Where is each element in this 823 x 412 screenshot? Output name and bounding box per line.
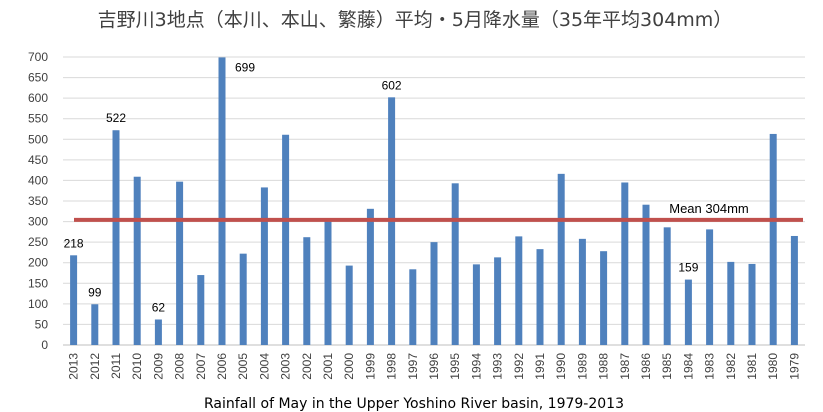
x-tick-label: 1998 (385, 353, 399, 380)
y-tick-label: 150 (28, 276, 48, 290)
bar-1993 (494, 257, 502, 345)
bar-1999 (366, 208, 374, 345)
y-tick-label: 300 (28, 215, 48, 229)
y-tick-label: 600 (28, 91, 48, 105)
x-tick-label: 1994 (469, 353, 483, 380)
bar-2001 (324, 221, 332, 345)
bar-2013 (70, 255, 78, 345)
bar-1996 (430, 242, 438, 345)
x-tick-label: 1984 (681, 353, 695, 380)
y-tick-label: 550 (28, 112, 48, 126)
bar-2007 (197, 275, 205, 345)
bar-1983 (706, 229, 714, 345)
x-tick-label: 1982 (724, 353, 738, 380)
x-tick-label: 2002 (300, 353, 314, 380)
x-tick-label: 2005 (236, 353, 250, 380)
bar-1986 (642, 204, 650, 345)
x-tick-label: 2006 (215, 353, 229, 380)
bar-2009 (154, 319, 162, 345)
x-tick-label: 1997 (406, 353, 420, 380)
bar-2011 (112, 130, 120, 345)
x-tick-label: 1979 (787, 353, 801, 380)
bar-1979 (790, 235, 798, 345)
y-tick-label: 700 (28, 50, 48, 64)
bar-1991 (536, 249, 544, 345)
y-axis-ticks: 0 50 100 150 200 250 300 350 400 450 500 550 600 650 7… (28, 50, 48, 352)
bar-1980 (769, 133, 777, 345)
x-tick-label: 1988 (597, 353, 611, 380)
y-tick-label: 200 (28, 256, 48, 270)
bar-2004 (260, 187, 268, 345)
x-tick-label: 2003 (279, 353, 293, 380)
mean-line-group: Mean 304mm (74, 201, 803, 222)
x-tick-label: 1990 (554, 353, 568, 380)
bar-1988 (600, 251, 608, 345)
data-label: 602 (382, 78, 402, 92)
y-tick-label: 50 (35, 317, 49, 331)
x-tick-label: 1987 (618, 353, 632, 380)
x-tick-label: 2012 (88, 353, 102, 380)
x-tick-label: 2013 (67, 353, 81, 380)
bar-1992 (515, 236, 523, 345)
y-tick-label: 400 (28, 173, 48, 187)
x-tick-label: 1981 (745, 353, 759, 380)
x-tick-label: 1991 (533, 353, 547, 380)
bar-2000 (345, 265, 353, 345)
y-tick-label: 100 (28, 297, 48, 311)
bar-1981 (748, 263, 756, 345)
bar-1990 (557, 173, 565, 345)
x-tick-label: 1993 (491, 353, 505, 380)
data-label: 522 (106, 111, 126, 125)
x-tick-label: 1995 (448, 353, 462, 380)
bar-1989 (578, 238, 586, 345)
x-tick-label: 1999 (363, 353, 377, 380)
x-tick-label: 1986 (639, 353, 653, 380)
bar-1984 (684, 279, 692, 345)
bar-2005 (239, 253, 247, 345)
x-tick-label: 1992 (512, 353, 526, 380)
bar-1997 (409, 269, 417, 345)
bar-1982 (727, 261, 735, 345)
bar-1994 (472, 264, 480, 345)
bar-2003 (282, 134, 290, 345)
x-tick-label: 1985 (660, 353, 674, 380)
data-labels: 218 99 522 62 699 602 159 (64, 60, 699, 314)
data-label: 99 (88, 285, 102, 299)
y-tick-label: 0 (41, 338, 48, 352)
y-tick-label: 250 (28, 235, 48, 249)
x-tick-label: 2008 (173, 353, 187, 380)
x-tick-label: 1983 (703, 353, 717, 380)
x-tick-label: 2004 (257, 353, 271, 380)
x-axis-ticks: 2013 2012 2011 2010 2009 2008 2007 2006 2005 2004… (67, 353, 802, 380)
data-label: 62 (152, 300, 166, 314)
x-tick-label: 2010 (130, 353, 144, 380)
x-tick-label: 1980 (766, 353, 780, 380)
x-tick-label: 1996 (427, 353, 441, 380)
bar-2006 (218, 57, 226, 345)
bar-1987 (621, 182, 629, 345)
y-tick-label: 350 (28, 194, 48, 208)
x-tick-label: 2007 (194, 353, 208, 380)
mean-label: Mean 304mm (669, 201, 748, 216)
x-tick-label: 2009 (151, 353, 165, 380)
bar-2012 (91, 304, 99, 345)
data-label: 159 (678, 261, 698, 275)
bar-1995 (451, 183, 459, 345)
data-label: 218 (64, 236, 84, 250)
bar-2010 (133, 176, 141, 345)
bar-1985 (663, 227, 671, 345)
x-tick-label: 2011 (109, 353, 123, 379)
x-tick-label: 1989 (575, 353, 589, 380)
x-tick-label: 2001 (321, 353, 335, 380)
bar-2002 (303, 237, 311, 345)
chart-title: 吉野川3地点（本川、本山、繁藤）平均・5月降水量（35年平均304mm） (98, 9, 733, 31)
y-tick-label: 500 (28, 132, 48, 146)
x-tick-label: 2000 (342, 353, 356, 380)
y-tick-label: 450 (28, 153, 48, 167)
data-label: 699 (235, 60, 255, 74)
chart-caption: Rainfall of May in the Upper Yoshino Riv… (204, 396, 624, 412)
bar-2008 (176, 181, 184, 345)
y-tick-label: 650 (28, 71, 48, 85)
